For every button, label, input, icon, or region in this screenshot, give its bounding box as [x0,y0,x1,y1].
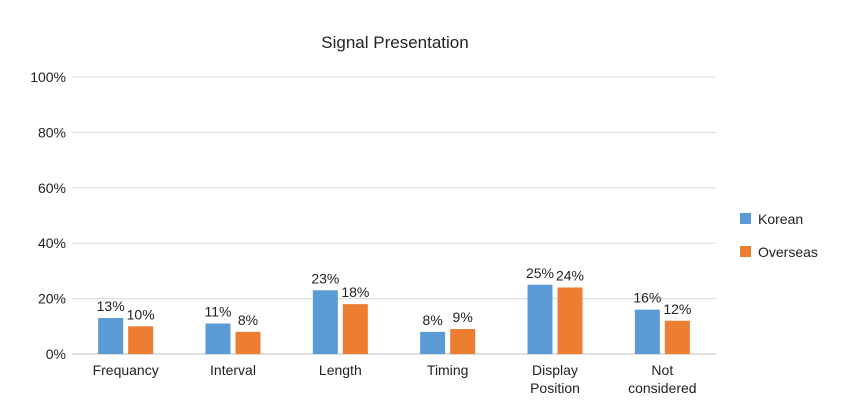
data-label: 11% [205,304,232,320]
bars [98,284,690,354]
data-label: 8% [238,312,258,328]
y-tick-label: 100% [30,69,66,85]
x-category-label: Interval [210,362,256,378]
x-category-label: Length [319,362,362,378]
legend-label: Korean [758,211,803,227]
legend-swatch [740,246,751,257]
data-label: 9% [453,309,473,325]
data-label: 16% [633,290,661,306]
bar-overseas-4 [557,287,583,354]
chart-title: Signal Presentation [321,33,468,52]
bar-overseas-1 [235,331,261,354]
bar-overseas-0 [128,326,154,354]
bar-overseas-3 [450,329,476,354]
data-label: 25% [526,265,554,281]
data-label: 10% [127,306,155,322]
data-label: 13% [97,298,125,314]
y-tick-label: 0% [46,346,66,362]
data-label: 12% [663,301,691,317]
x-axis-categories: Frequancy Interval Length Timing Display Posi… [93,362,697,396]
bar-korean-5 [634,309,660,354]
x-category-label: Display Position [530,362,580,396]
y-axis-ticks: 0% 20% 40% 60% 80% 100% [30,69,66,362]
data-label: 23% [311,270,339,286]
data-labels: 13%10% 11% 8% 23%18% 8% 9% 25% 24% 16%12% [97,265,692,328]
x-category-label: Frequancy [93,362,159,378]
gridlines [72,76,716,355]
legend: Korean Overseas [740,211,818,260]
y-tick-label: 60% [38,180,66,196]
x-category-label: Timing [427,362,469,378]
legend-label: Overseas [758,244,818,260]
y-tick-label: 40% [38,235,66,251]
legend-swatch [740,213,751,224]
bar-overseas-2 [342,304,368,354]
bar-overseas-5 [664,320,690,354]
data-label: 18% [341,284,369,300]
y-tick-label: 20% [38,291,66,307]
bar-korean-0 [98,317,124,354]
bar-korean-2 [312,290,338,354]
y-tick-label: 80% [38,124,66,140]
bar-korean-4 [527,284,553,354]
data-label: 24% [556,268,584,284]
data-label: 8% [423,312,443,328]
bar-korean-1 [205,323,231,354]
bar-korean-3 [420,331,446,354]
x-category-label: Not considered [628,362,697,396]
